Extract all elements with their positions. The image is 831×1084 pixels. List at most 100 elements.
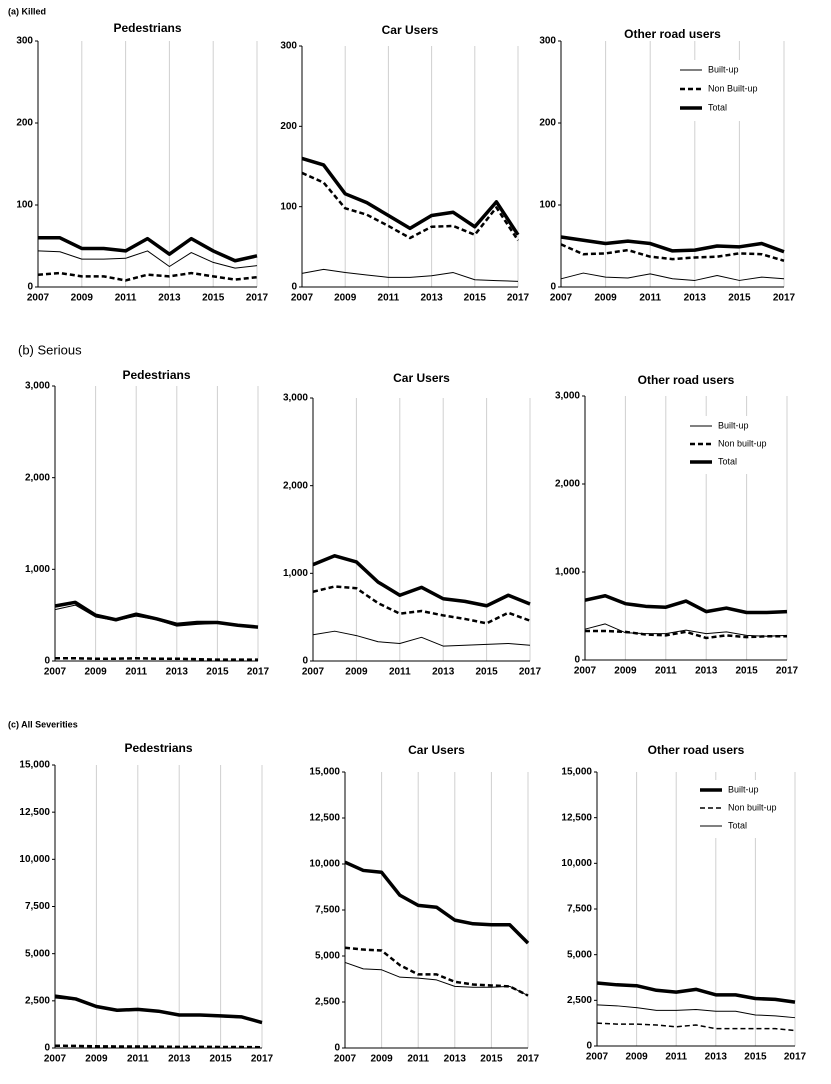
series-line [38, 236, 258, 263]
x-tick-label: 2015 [464, 293, 487, 304]
x-tick-label: 2011 [115, 293, 137, 304]
x-tick-label: 2015 [206, 667, 229, 678]
y-tick-label: 300 [280, 41, 297, 52]
y-tick-label: 2,500 [25, 995, 50, 1006]
x-tick-label: 2009 [345, 667, 368, 678]
x-tick-label: 2017 [246, 293, 269, 304]
series-line [560, 243, 785, 262]
x-tick-label: 2009 [84, 667, 107, 678]
series-line [584, 594, 788, 615]
y-tick-label: 2,500 [567, 995, 592, 1006]
x-tick-label: 2017 [776, 666, 799, 677]
y-tick-label: 5,000 [25, 948, 50, 959]
y-tick-label: 0 [334, 1043, 340, 1054]
y-tick-label: 300 [16, 36, 33, 47]
x-tick-label: 2007 [291, 293, 314, 304]
chart-title: Other road users [648, 743, 745, 757]
x-tick-label: 2011 [389, 667, 411, 678]
x-tick-label: 2009 [71, 293, 94, 304]
x-tick-label: 2009 [594, 293, 617, 304]
x-tick-label: 2015 [735, 666, 758, 677]
series-line [585, 629, 787, 640]
x-tick-label: 2013 [705, 1052, 728, 1063]
y-tick-label: 15,000 [19, 760, 50, 771]
x-tick-label: 2011 [127, 1054, 149, 1065]
y-tick-label: 3,000 [283, 393, 308, 404]
x-tick-label: 2013 [444, 1054, 467, 1065]
series-line [596, 1022, 796, 1032]
y-tick-label: 1,000 [25, 564, 50, 575]
chart-title: Pedestrians [122, 368, 190, 382]
x-tick-label: 2007 [586, 1052, 609, 1063]
series-line [312, 630, 531, 647]
chart-title: Pedestrians [113, 21, 181, 35]
x-tick-label: 2011 [125, 667, 147, 678]
x-tick-label: 2013 [684, 293, 707, 304]
legend-label: Built-up [708, 64, 739, 74]
x-tick-label: 2015 [744, 1052, 767, 1063]
section-title: (a) Killed [8, 6, 46, 16]
y-tick-label: 300 [539, 36, 556, 47]
x-tick-label: 2013 [166, 667, 189, 678]
legend-label: Total [708, 102, 727, 112]
series-line [584, 623, 788, 637]
x-tick-label: 2011 [407, 1054, 429, 1065]
series-line [312, 585, 531, 625]
y-tick-label: 100 [280, 201, 297, 212]
x-tick-label: 2007 [302, 667, 325, 678]
y-tick-label: 12,500 [309, 813, 340, 824]
x-tick-label: 2015 [202, 293, 225, 304]
y-tick-label: 3,000 [25, 381, 50, 392]
series-line [344, 946, 529, 997]
series-line [344, 860, 530, 945]
y-tick-label: 200 [16, 118, 33, 129]
y-tick-label: 15,000 [309, 767, 340, 778]
series-line [54, 600, 259, 629]
series-line [560, 235, 785, 254]
x-tick-label: 2017 [784, 1052, 807, 1063]
y-tick-label: 100 [539, 200, 556, 211]
chart-title: Other road users [638, 373, 735, 387]
x-tick-label: 2017 [517, 1054, 540, 1065]
x-tick-label: 2007 [44, 667, 67, 678]
x-tick-label: 2007 [334, 1054, 357, 1065]
x-tick-label: 2017 [519, 667, 542, 678]
y-tick-label: 7,500 [315, 905, 340, 916]
x-tick-label: 2007 [27, 293, 50, 304]
x-tick-label: 2011 [378, 293, 400, 304]
y-tick-label: 2,000 [25, 472, 50, 483]
y-tick-label: 12,500 [19, 807, 50, 818]
y-tick-label: 7,500 [25, 901, 50, 912]
x-tick-label: 2015 [480, 1054, 503, 1065]
series-line [37, 250, 258, 269]
section-title: (b) Serious [18, 342, 82, 357]
legend-label: Non built-up [728, 802, 777, 812]
chart-title: Car Users [393, 371, 450, 385]
x-tick-label: 2009 [334, 293, 357, 304]
series-line [301, 171, 520, 242]
y-tick-label: 10,000 [309, 859, 340, 870]
section-title: (c) All Severities [8, 719, 78, 729]
y-tick-label: 3,000 [555, 391, 580, 402]
legend-label: Built-up [718, 420, 749, 430]
series-line [37, 271, 258, 282]
series-line [312, 554, 531, 608]
series-line [55, 657, 258, 661]
series-line [301, 268, 519, 282]
y-tick-label: 2,000 [283, 480, 308, 491]
y-tick-label: 0 [574, 655, 580, 666]
x-tick-label: 2015 [728, 293, 751, 304]
x-tick-label: 2017 [251, 1054, 274, 1065]
y-tick-label: 10,000 [19, 854, 50, 865]
y-tick-label: 200 [280, 121, 297, 132]
chart-title: Other road users [624, 27, 721, 41]
x-tick-label: 2007 [574, 666, 597, 677]
y-tick-label: 0 [302, 656, 308, 667]
legend-label: Non Built-up [708, 83, 758, 93]
y-tick-label: 12,500 [561, 812, 592, 823]
y-tick-label: 7,500 [567, 904, 592, 915]
y-tick-label: 5,000 [567, 949, 592, 960]
legend-label: Built-up [728, 784, 759, 794]
x-tick-label: 2013 [158, 293, 181, 304]
